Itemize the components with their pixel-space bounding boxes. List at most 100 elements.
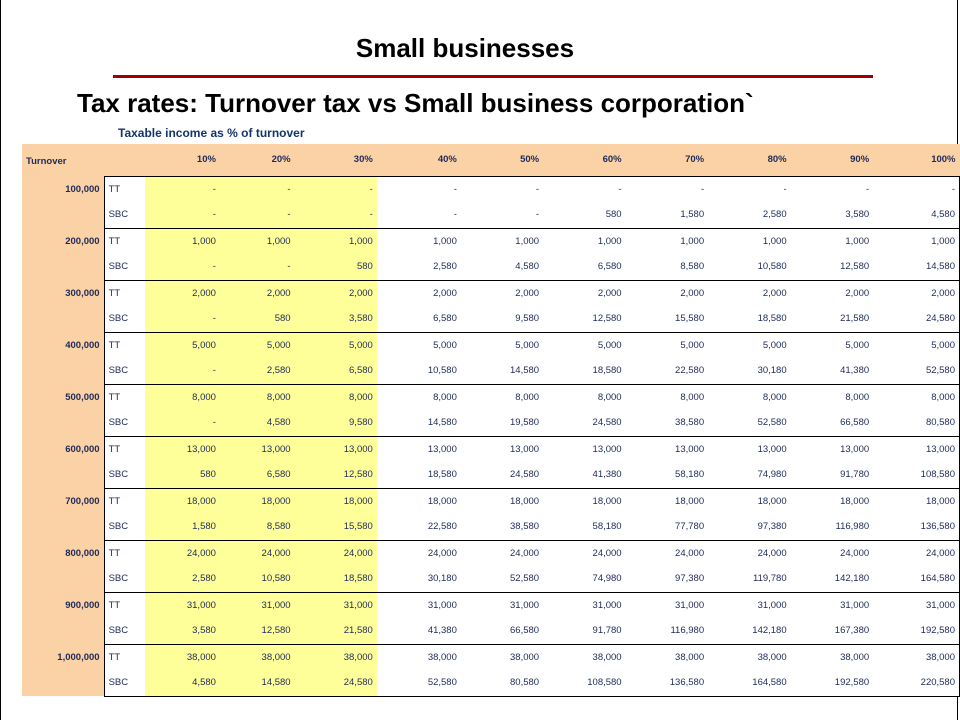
value-cell: 8,000 <box>790 384 874 410</box>
value-cell: - <box>145 202 220 229</box>
value-cell: 30,180 <box>376 566 461 593</box>
value-cell: 5,000 <box>543 332 626 358</box>
turnover-cell: 200,000 <box>22 228 105 280</box>
value-cell: 119,780 <box>708 566 791 593</box>
value-cell: 4,580 <box>460 254 544 281</box>
table-row: SBC - - - - -580 1,580 2,580 3,580 4,580 <box>22 202 960 229</box>
value-cell: 38,000 <box>873 644 960 670</box>
table-row: SBC 1,580 8,580 15,580 22,580 38,580 58,180 77,… <box>22 514 960 541</box>
value-cell: 5,000 <box>708 332 791 358</box>
value-cell: 52,580 <box>708 410 791 437</box>
value-cell: 8,000 <box>145 384 220 410</box>
tax-type-cell: SBC <box>103 410 146 437</box>
value-cell: 38,000 <box>625 644 709 670</box>
value-cell: 1,000 <box>543 228 626 254</box>
value-cell: 4,580 <box>219 410 295 437</box>
value-cell: 38,000 <box>294 644 377 670</box>
value-cell: 6,580 <box>543 254 626 281</box>
value-cell: 3,580 <box>145 618 220 645</box>
page-title: Small businesses <box>355 33 575 63</box>
value-cell: 18,580 <box>708 306 791 333</box>
tax-type-cell: SBC <box>103 202 146 229</box>
value-cell: 5,000 <box>376 332 461 358</box>
value-cell: - <box>219 175 295 202</box>
value-cell: 10,580 <box>708 254 791 281</box>
value-cell: 164,580 <box>708 670 791 697</box>
value-cell: 2,580 <box>145 566 220 593</box>
table-row: 900,000 TT 31,000 31,000 31,000 31,000 31,000 3… <box>22 592 960 644</box>
value-cell: 24,580 <box>873 306 960 333</box>
table-row: 300,000 TT 2,000 2,000 2,000 2,000 2,000 2,000 2… <box>22 280 960 332</box>
value-cell: - <box>145 254 220 281</box>
table-body: 100,000 TT - - - - - - - - - - SBC - - - - -580 1,580 2,580… <box>22 175 960 697</box>
value-cell: 24,000 <box>460 540 544 566</box>
value-cell: 24,000 <box>625 540 709 566</box>
value-cell: - <box>543 175 626 202</box>
table-row: SBC -2,580 6,580 10,580 14,580 18,580 22,580 30… <box>22 358 960 385</box>
tax-type-cell: TT <box>103 540 146 566</box>
value-cell: 18,000 <box>219 488 295 514</box>
value-cell: 580 <box>145 462 220 489</box>
value-cell: 9,580 <box>294 410 377 437</box>
value-cell: 1,000 <box>873 228 960 254</box>
value-cell: 18,000 <box>625 488 709 514</box>
value-cell: - <box>625 175 709 202</box>
tax-type-cell: TT <box>103 592 146 618</box>
value-cell: 13,000 <box>460 436 544 462</box>
value-cell: 8,580 <box>625 254 709 281</box>
value-cell: 5,000 <box>460 332 544 358</box>
value-cell: 580 <box>219 306 295 333</box>
value-cell: 97,380 <box>708 514 791 541</box>
value-cell: - <box>873 175 960 202</box>
turnover-cell: 700,000 <box>22 488 105 540</box>
value-cell: 10,580 <box>376 358 461 385</box>
value-cell: - <box>460 202 544 229</box>
tax-type-cell: SBC <box>103 462 146 489</box>
value-cell: 13,000 <box>145 436 220 462</box>
value-cell: 24,580 <box>294 670 377 697</box>
tax-type-cell: TT <box>103 332 146 358</box>
tax-type-cell: SBC <box>103 670 146 697</box>
tax-type-cell: TT <box>103 384 146 410</box>
value-cell: - <box>460 175 544 202</box>
tax-type-cell: TT <box>103 436 146 462</box>
value-cell: 13,000 <box>790 436 874 462</box>
value-cell: 142,180 <box>790 566 874 593</box>
value-cell: - <box>219 202 295 229</box>
value-cell: 38,000 <box>708 644 791 670</box>
value-cell: 9,580 <box>460 306 544 333</box>
percent-column-header: 20% <box>219 144 295 176</box>
value-cell: 24,000 <box>219 540 295 566</box>
percent-column-header: 80% <box>708 144 791 176</box>
percent-column-header: 60% <box>543 144 626 176</box>
value-cell: 52,580 <box>460 566 544 593</box>
table-row: 700,000 TT 18,000 18,000 18,000 18,000 18,000 1… <box>22 488 960 540</box>
value-cell: 220,580 <box>873 670 960 697</box>
value-cell: 91,780 <box>790 462 874 489</box>
value-cell: 31,000 <box>625 592 709 618</box>
value-cell: - <box>790 175 874 202</box>
value-cell: 31,000 <box>219 592 295 618</box>
value-cell: 38,000 <box>376 644 461 670</box>
tax-type-cell: SBC <box>103 618 146 645</box>
value-cell: 41,380 <box>543 462 626 489</box>
value-cell: 38,000 <box>790 644 874 670</box>
table-row: SBC - -580 2,580 4,580 6,580 8,580 10,580 12,580… <box>22 254 960 281</box>
value-cell: 38,580 <box>625 410 709 437</box>
value-cell: 58,180 <box>543 514 626 541</box>
table-caption: Taxable income as % of turnover <box>118 126 305 140</box>
value-cell: 3,580 <box>790 202 874 229</box>
tax-type-cell: TT <box>103 644 146 670</box>
value-cell: 1,000 <box>294 228 377 254</box>
value-cell: - <box>145 358 220 385</box>
value-cell: 15,580 <box>294 514 377 541</box>
table-row: 1,000,000 TT 38,000 38,000 38,000 38,000 38,00… <box>22 644 960 696</box>
value-cell: 12,580 <box>543 306 626 333</box>
table-row: SBC 3,580 12,580 21,580 41,380 66,580 91,780 11… <box>22 618 960 645</box>
value-cell: 2,000 <box>219 280 295 306</box>
table-row: SBC 4,580 14,580 24,580 52,580 80,580 108,580 1… <box>22 670 960 697</box>
table-header-row: Turnover 10% 20% 30% 40% 50% 60% 70% 80% 90% 100% <box>22 144 960 176</box>
value-cell: 18,000 <box>145 488 220 514</box>
tax-type-cell: TT <box>103 488 146 514</box>
tax-type-cell: SBC <box>103 306 146 333</box>
